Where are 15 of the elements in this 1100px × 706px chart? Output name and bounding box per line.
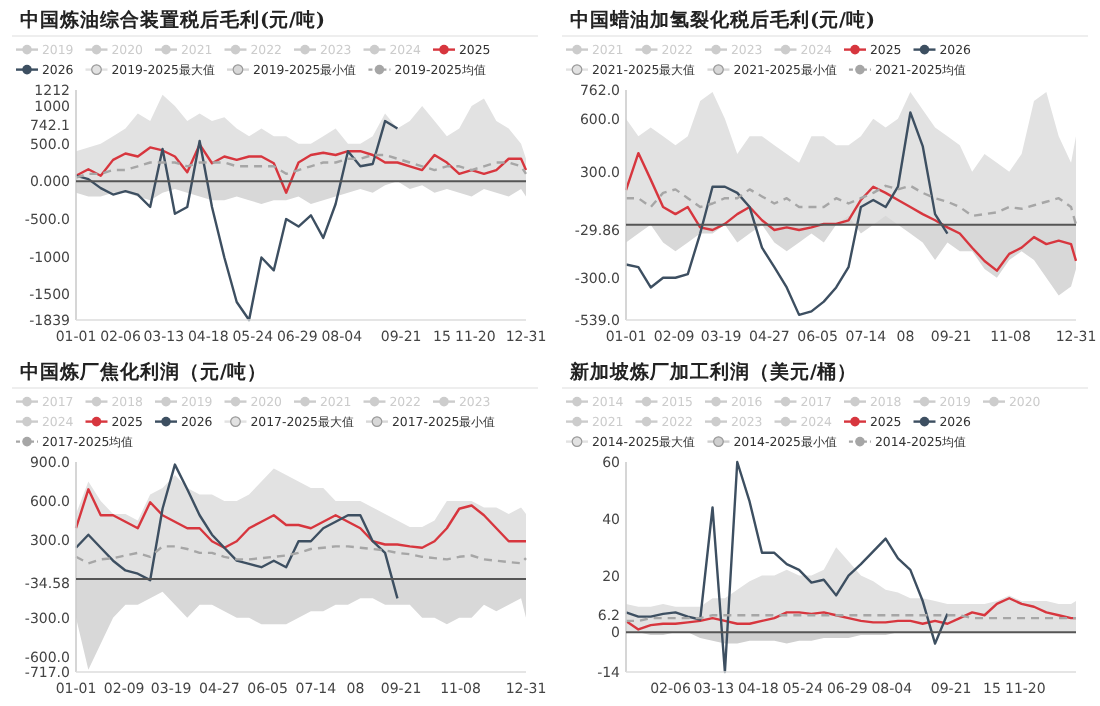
line-series [624,151,1078,272]
line-series [624,184,1078,226]
line-series [74,545,528,565]
line-series [74,463,399,600]
chart-title: 中国蜡油加氢裂化税后毛利(元/吨) [570,8,875,32]
chart-title: 中国炼厂焦化利润（元/吨） [20,360,267,384]
line-series [74,153,528,179]
line-series [74,488,528,549]
line-series [624,460,949,674]
chart-title: 中国炼油综合装置税后毛利(元/吨) [20,8,325,32]
line-series [74,143,528,194]
line-series [624,597,1078,631]
line-series [624,111,949,317]
chart-title: 新加坡炼厂加工利润（美元/桶） [568,360,857,384]
line-series [74,119,399,322]
